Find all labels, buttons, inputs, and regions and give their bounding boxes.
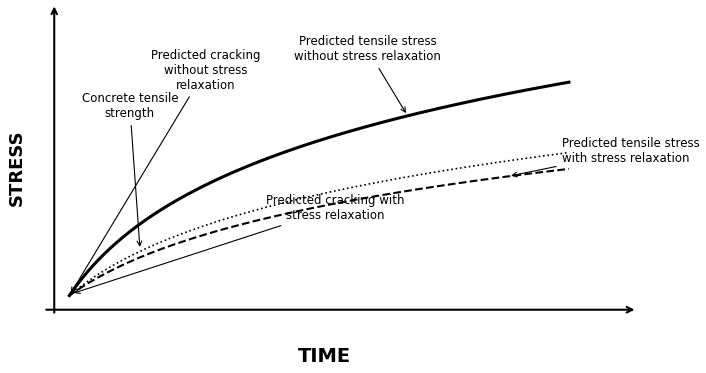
Text: STRESS: STRESS — [8, 130, 25, 206]
Text: Concrete tensile
strength: Concrete tensile strength — [81, 92, 178, 246]
Text: TIME: TIME — [298, 347, 351, 366]
Text: Predicted tensile stress
without stress relaxation: Predicted tensile stress without stress … — [294, 35, 441, 112]
Text: Predicted tensile stress
with stress relaxation: Predicted tensile stress with stress rel… — [513, 137, 700, 177]
Text: Predicted cracking with
stress relaxation: Predicted cracking with stress relaxatio… — [76, 194, 405, 294]
Text: Predicted cracking
without stress
relaxation: Predicted cracking without stress relaxa… — [71, 48, 261, 292]
